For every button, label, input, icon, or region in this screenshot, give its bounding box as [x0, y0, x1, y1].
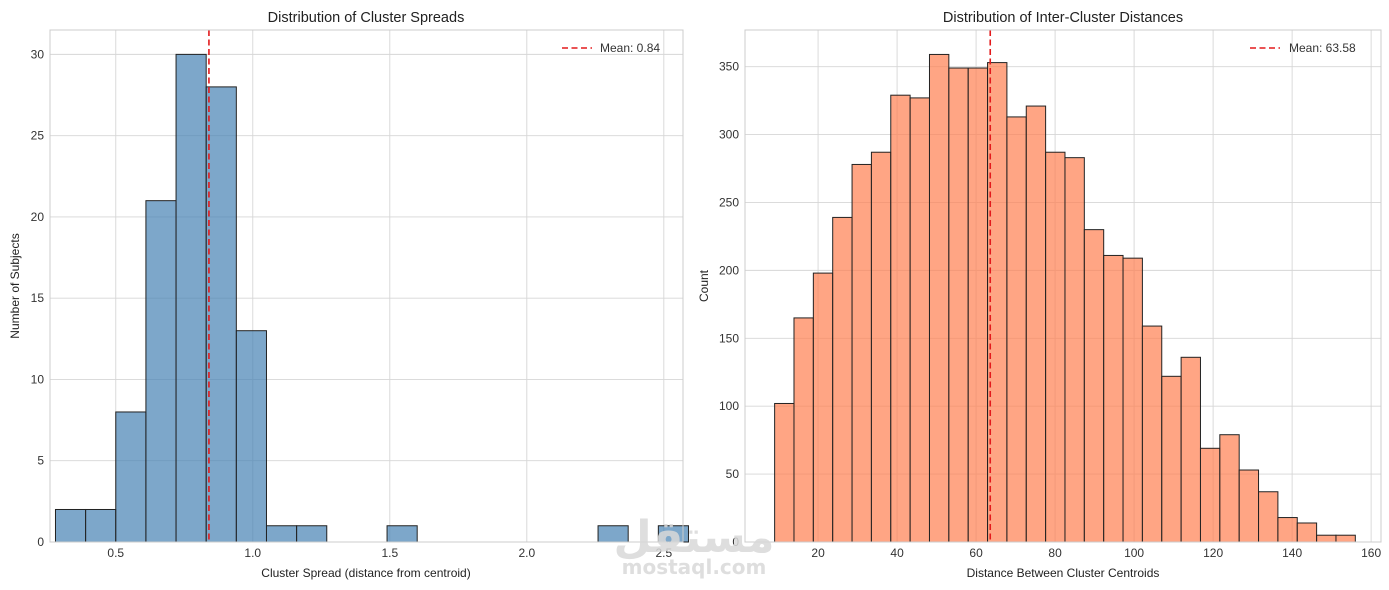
bar-spreads-3 — [145, 200, 177, 543]
y-ticks-spreads: 0 5 10 15 20 25 30 — [31, 47, 45, 549]
bar-spreads-5 — [205, 86, 237, 543]
inter-cluster-distance-histogram: Distribution of Inter-Cluster Distances … — [697, 10, 1382, 580]
bar-distances-17 — [1103, 254, 1124, 543]
bar-spreads-7 — [265, 525, 298, 543]
bar-spreads-1 — [85, 508, 117, 543]
bar-distances-12 — [1006, 116, 1027, 543]
y-tick-label-distances-4: 200 — [719, 263, 739, 277]
y-tick-label-distances-5: 250 — [719, 195, 739, 209]
bar-distances-22 — [1199, 447, 1221, 543]
bar-distances-21 — [1180, 356, 1201, 543]
axes-frame-distances — [744, 29, 1382, 543]
bar-distances-18 — [1122, 257, 1143, 543]
legend-mean-label-spreads: Mean: 0.84 — [600, 41, 660, 55]
chart-title-spreads: Distribution of Cluster Spreads — [268, 10, 465, 26]
x-tick-label-spreads-3: 2.0 — [518, 546, 535, 560]
y-tick-label-distances-2: 100 — [719, 399, 739, 413]
y-ticks-distances: 0 50 100 150 200 250 300 350 — [719, 60, 739, 549]
bar-distances-7 — [909, 97, 930, 543]
y-tick-label-distances-0: 0 — [732, 535, 739, 549]
bar-spreads-11 — [386, 525, 418, 543]
x-axis-label-spreads: Cluster Spread (distance from centroid) — [261, 566, 470, 580]
bar-distances-4 — [851, 163, 872, 543]
y-tick-label-spreads-5: 25 — [31, 129, 45, 143]
y-axis-label-distances: Count — [697, 269, 711, 302]
bar-distances-0 — [774, 402, 795, 543]
legend-mean-label-distances: Mean: 63.58 — [1289, 41, 1356, 55]
bar-distances-28 — [1316, 534, 1337, 543]
y-tick-label-spreads-6: 30 — [31, 47, 45, 61]
y-tick-label-spreads-3: 15 — [31, 291, 45, 305]
bar-distances-20 — [1161, 375, 1182, 543]
bar-distances-3 — [832, 216, 853, 543]
x-tick-label-spreads-1: 1.0 — [244, 546, 261, 560]
bar-distances-13 — [1025, 105, 1047, 543]
bar-distances-15 — [1064, 157, 1085, 543]
bar-spreads-6 — [235, 330, 267, 543]
bar-distances-29 — [1335, 534, 1356, 543]
x-tick-label-spreads-0: 0.5 — [107, 546, 124, 560]
bar-distances-23 — [1219, 434, 1240, 543]
x-tick-label-distances-4: 100 — [1124, 546, 1144, 560]
bar-distances-27 — [1296, 522, 1318, 543]
bar-distances-6 — [890, 94, 911, 543]
x-tick-label-distances-7: 160 — [1361, 546, 1381, 560]
x-ticks-spreads: 0.5 1.0 1.5 2.0 2.5 — [107, 546, 672, 560]
bar-distances-19 — [1141, 325, 1163, 543]
y-axis-label-spreads: Number of Subjects — [8, 233, 22, 338]
x-tick-label-spreads-4: 2.5 — [655, 546, 672, 560]
x-ticks-distances: 20 40 60 80 100 120 140 160 — [811, 546, 1381, 560]
y-tick-label-spreads-1: 5 — [37, 454, 44, 468]
y-tick-label-distances-1: 50 — [726, 467, 740, 481]
y-tick-label-spreads-0: 0 — [37, 535, 44, 549]
bar-distances-26 — [1277, 517, 1298, 543]
bar-distances-9 — [948, 67, 969, 543]
x-tick-label-distances-2: 60 — [969, 546, 983, 560]
bar-distances-16 — [1083, 229, 1105, 543]
bar-distances-24 — [1238, 469, 1260, 543]
y-tick-label-spreads-4: 20 — [31, 210, 45, 224]
bar-distances-5 — [870, 151, 892, 543]
y-tick-label-distances-6: 300 — [719, 128, 739, 142]
x-axis-label-distances: Distance Between Cluster Centroids — [967, 566, 1160, 580]
y-tick-label-spreads-2: 10 — [31, 372, 45, 386]
x-tick-label-distances-5: 120 — [1203, 546, 1223, 560]
bar-spreads-8 — [296, 525, 328, 543]
bar-spreads-0 — [54, 508, 87, 543]
cluster-spread-histogram: Distribution of Cluster Spreads 0.5 1.0 1.… — [8, 10, 689, 580]
bar-distances-14 — [1045, 151, 1066, 543]
bar-distances-2 — [812, 272, 834, 543]
watermark: مستقل mostaql.com — [614, 512, 775, 579]
watermark-site: mostaql.com — [622, 555, 767, 579]
x-tick-label-distances-3: 80 — [1048, 546, 1062, 560]
y-tick-label-distances-7: 350 — [719, 60, 739, 74]
x-tick-label-distances-1: 40 — [890, 546, 904, 560]
bar-distances-1 — [793, 317, 814, 543]
bars-distances — [774, 53, 1356, 543]
legend-spreads: Mean: 0.84 — [562, 41, 660, 55]
bar-distances-8 — [928, 53, 950, 543]
x-tick-label-distances-6: 140 — [1282, 546, 1302, 560]
x-tick-label-distances-0: 20 — [811, 546, 825, 560]
y-tick-label-distances-3: 150 — [719, 331, 739, 345]
bar-distances-10 — [967, 67, 989, 543]
bar-spreads-2 — [115, 411, 147, 543]
bar-spreads-4 — [175, 53, 207, 543]
chart-title-distances: Distribution of Inter-Cluster Distances — [943, 10, 1183, 26]
legend-distances: Mean: 63.58 — [1250, 41, 1356, 55]
axes-frame-spreads — [49, 29, 684, 543]
bar-distances-25 — [1258, 491, 1279, 543]
watermark-logo: مستقل — [614, 512, 775, 563]
x-tick-label-spreads-2: 1.5 — [381, 546, 398, 560]
